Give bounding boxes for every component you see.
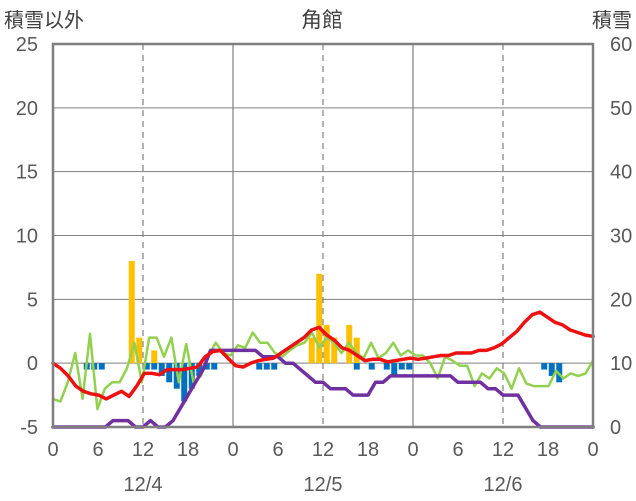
precip-bar (316, 273, 323, 364)
grid (53, 44, 593, 427)
date-axis: 12/4 12/5 12/6 (124, 474, 523, 496)
blue-bar (181, 363, 188, 402)
blue-bar (151, 363, 158, 370)
left-tick-label: 0 (27, 353, 38, 375)
date-label: 12/4 (124, 474, 163, 496)
blue-bar (211, 363, 218, 370)
x-tick-label: 6 (452, 439, 463, 461)
blue-bar (263, 363, 270, 370)
left-tick-label: 15 (16, 162, 38, 184)
right-tick-label: 20 (610, 289, 632, 311)
blue-bar (398, 363, 405, 370)
precip-bar (308, 337, 315, 364)
x-tick-label: 6 (272, 439, 283, 461)
right-tick-label: 50 (610, 98, 632, 120)
precip-bar (331, 337, 338, 364)
left-axis-title: 積雪以外 (4, 9, 84, 32)
x-tick-label: 0 (407, 439, 418, 461)
precip-bar (136, 337, 143, 364)
x-tick-label: 0 (47, 439, 58, 461)
blue-bar (548, 363, 555, 376)
x-tick-label: 18 (357, 439, 379, 461)
x-tick-label: 12 (312, 439, 334, 461)
blue-bar (383, 363, 390, 370)
x-tick-label: 6 (92, 439, 103, 461)
blue-bar (196, 363, 203, 376)
x-tick-label: 18 (177, 439, 199, 461)
left-tick-label: -5 (20, 417, 38, 439)
blue-bar (353, 363, 360, 370)
precip-bar (353, 337, 360, 364)
left-tick-label: 25 (16, 34, 38, 56)
right-tick-label: 30 (610, 226, 632, 248)
blue-bar (98, 363, 105, 370)
date-label: 12/6 (484, 474, 523, 496)
x-tick-label: 0 (227, 439, 238, 461)
blue-bar (368, 363, 375, 370)
blue-bar (166, 363, 173, 383)
right-tick-label: 40 (610, 162, 632, 184)
x-tick-label: 12 (492, 439, 514, 461)
blue-bar (158, 363, 165, 376)
left-tick-label: 20 (16, 98, 38, 120)
plot-frame (51, 42, 595, 429)
precip-bar (151, 350, 158, 364)
blue-bar (256, 363, 263, 370)
x-tick-label: 12 (132, 439, 154, 461)
right-tick-label: 60 (610, 34, 632, 56)
precip-bar (323, 324, 330, 364)
blue-bar (143, 363, 150, 370)
left-tick-label: 5 (27, 289, 38, 311)
right-tick-label: 10 (610, 353, 632, 375)
chart-title: 角館 (301, 9, 343, 32)
blue-bar (406, 363, 413, 370)
temperature-line (51, 310, 595, 401)
right-y-axis: 60 50 40 30 20 10 0 (610, 34, 632, 439)
right-tick-label: 0 (610, 417, 621, 439)
blue-bar (203, 363, 210, 370)
left-tick-label: 10 (16, 226, 38, 248)
blue-bar (391, 363, 398, 376)
x-tick-label: 18 (537, 439, 559, 461)
x-axis: 0 6 12 18 0 6 12 18 0 6 12 18 0 (47, 439, 598, 461)
date-label: 12/5 (304, 474, 343, 496)
precip-bar (128, 261, 135, 364)
left-y-axis: 25 20 15 10 5 0 -5 (16, 34, 38, 439)
blue-bar (271, 363, 278, 370)
blue-bar (541, 363, 548, 370)
right-axis-title: 積雪 (592, 9, 632, 32)
x-tick-label: 0 (587, 439, 598, 461)
